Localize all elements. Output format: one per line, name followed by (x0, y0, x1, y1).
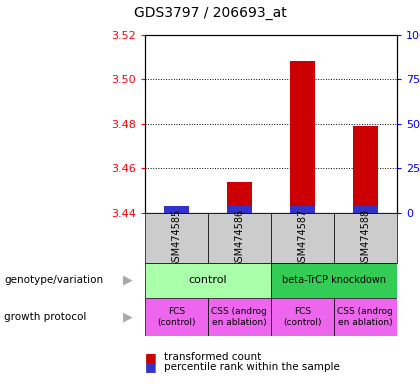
Text: CSS (androg
en ablation): CSS (androg en ablation) (211, 307, 268, 326)
Bar (227, 207, 252, 213)
Text: ▶: ▶ (123, 274, 133, 287)
Text: growth protocol: growth protocol (4, 312, 87, 322)
Bar (290, 207, 315, 213)
Bar (334, 298, 397, 336)
Bar (164, 209, 189, 213)
Text: FCS
(control): FCS (control) (283, 307, 322, 326)
Text: FCS
(control): FCS (control) (157, 307, 196, 326)
Bar (353, 126, 378, 213)
Text: GDS3797 / 206693_at: GDS3797 / 206693_at (134, 7, 286, 20)
Text: genotype/variation: genotype/variation (4, 275, 103, 285)
Text: ■: ■ (145, 351, 157, 364)
Text: CSS (androg
en ablation): CSS (androg en ablation) (337, 307, 394, 326)
Text: transformed count: transformed count (164, 352, 261, 362)
Text: percentile rank within the sample: percentile rank within the sample (164, 362, 340, 372)
Text: GSM474588: GSM474588 (360, 209, 370, 268)
Text: control: control (189, 275, 227, 285)
Text: GSM474587: GSM474587 (297, 209, 307, 268)
Bar (271, 298, 334, 336)
Bar (164, 207, 189, 213)
Bar (271, 263, 397, 298)
Bar (208, 298, 271, 336)
Text: ■: ■ (145, 360, 157, 373)
Bar (145, 263, 271, 298)
Bar (290, 61, 315, 213)
Bar (271, 213, 334, 263)
Text: ▶: ▶ (123, 310, 133, 323)
Bar (227, 182, 252, 213)
Bar (353, 207, 378, 213)
Bar (334, 213, 397, 263)
Bar (145, 213, 208, 263)
Bar (208, 213, 271, 263)
Bar (145, 298, 208, 336)
Text: GSM474586: GSM474586 (234, 209, 244, 268)
Text: beta-TrCP knockdown: beta-TrCP knockdown (282, 275, 386, 285)
Text: GSM474585: GSM474585 (171, 209, 181, 268)
